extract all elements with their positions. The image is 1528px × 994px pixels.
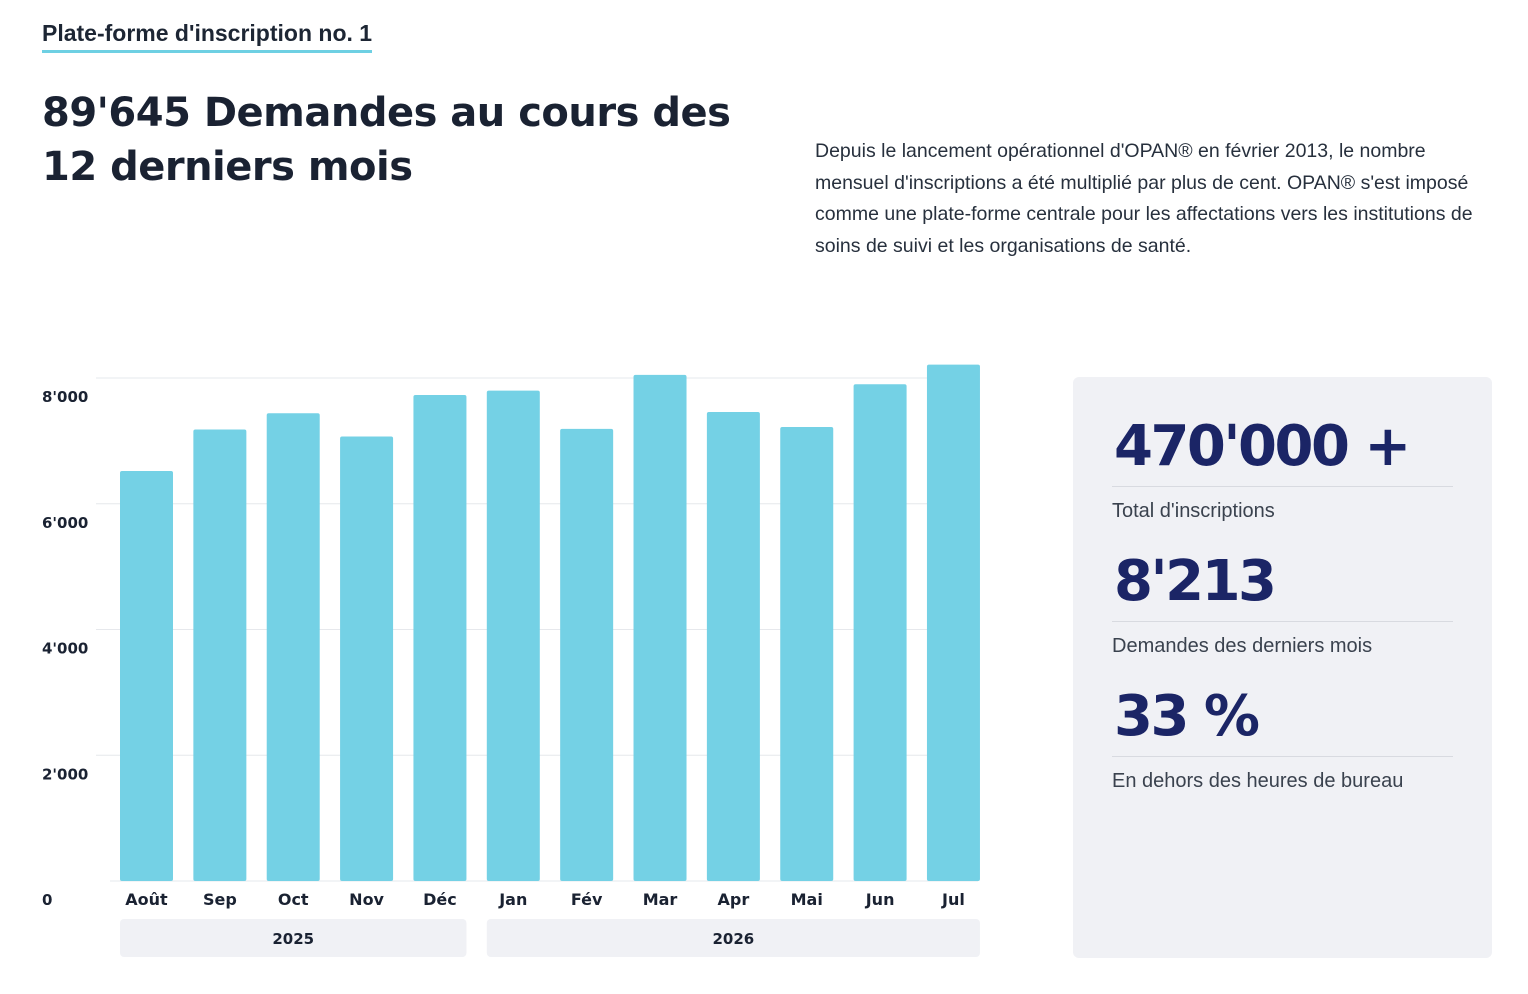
x-tick-label: Apr bbox=[718, 890, 750, 909]
stat-after-hours-value: 33 % bbox=[1112, 677, 1453, 757]
bar-jan bbox=[486, 390, 540, 881]
y-tick-label: 8'000 bbox=[42, 388, 88, 406]
stats-panel: 470'000 + Total d'inscriptions 8'213 Dem… bbox=[1073, 377, 1492, 958]
stat-last-month-value: 8'213 bbox=[1112, 542, 1453, 622]
y-tick-label: 0 bbox=[42, 891, 52, 909]
y-tick-label: 2'000 bbox=[42, 765, 88, 783]
x-tick-label: Nov bbox=[349, 890, 384, 909]
year-band-2026 bbox=[486, 919, 980, 957]
stat-after-hours-label: En dehors des heures de bureau bbox=[1112, 770, 1404, 792]
bar-jun bbox=[853, 384, 907, 881]
x-tick-label: Déc bbox=[423, 890, 457, 909]
bar-oct bbox=[266, 413, 320, 881]
bar-mar bbox=[633, 374, 687, 881]
stat-total-value: 470'000 + bbox=[1112, 407, 1453, 487]
x-tick-label: Jun bbox=[865, 890, 895, 909]
bar-nov bbox=[340, 436, 394, 881]
bar-apr bbox=[706, 411, 760, 881]
x-tick-label: Oct bbox=[278, 890, 309, 909]
page-title-line-2: 12 derniers mois bbox=[42, 144, 413, 190]
page-title: 89'645 Demandes au cours des 12 derniers… bbox=[42, 86, 762, 194]
x-tick-label: Mar bbox=[643, 890, 678, 909]
stat-total-label: Total d'inscriptions bbox=[1112, 500, 1275, 522]
y-tick-label: 6'000 bbox=[42, 514, 88, 532]
bar-sep bbox=[193, 429, 247, 881]
intro-paragraph: Depuis le lancement opérationnel d'OPAN®… bbox=[815, 140, 1473, 257]
stat-after-hours: 33 % En dehors des heures de bureau bbox=[1112, 677, 1453, 794]
x-tick-label: Août bbox=[125, 890, 168, 909]
bar-jul bbox=[926, 364, 980, 881]
page-title-line-1: 89'645 Demandes au cours des bbox=[42, 90, 731, 136]
year-band-2025 bbox=[120, 919, 467, 957]
x-tick-label: Sep bbox=[203, 890, 237, 909]
bar-mai bbox=[780, 427, 834, 881]
x-tick-label: Mai bbox=[791, 890, 823, 909]
year-label-2026: 2026 bbox=[713, 930, 755, 948]
year-label-2025: 2025 bbox=[272, 930, 314, 948]
y-tick-label: 4'000 bbox=[42, 640, 88, 658]
bar-fév bbox=[560, 428, 614, 881]
stat-total: 470'000 + Total d'inscriptions bbox=[1112, 407, 1453, 524]
bar-déc bbox=[413, 394, 467, 881]
x-tick-label: Jan bbox=[498, 890, 527, 909]
x-tick-label: Jul bbox=[941, 890, 965, 909]
x-tick-label: Fév bbox=[571, 890, 603, 909]
stat-last-month-label: Demandes des derniers mois bbox=[1112, 635, 1373, 657]
monthly-requests-chart: 0 2'000 4'000 6'000 8'000 Août Sep Oct Nov Déc Jan… bbox=[0, 340, 1000, 980]
stat-last-month: 8'213 Demandes des derniers mois bbox=[1112, 542, 1453, 659]
section-eyebrow: Plate-forme d'inscription no. 1 bbox=[42, 20, 373, 53]
chart-svg: 0 2'000 4'000 6'000 8'000 Août Sep Oct Nov Déc Jan… bbox=[42, 364, 980, 957]
bar-août bbox=[120, 471, 173, 881]
